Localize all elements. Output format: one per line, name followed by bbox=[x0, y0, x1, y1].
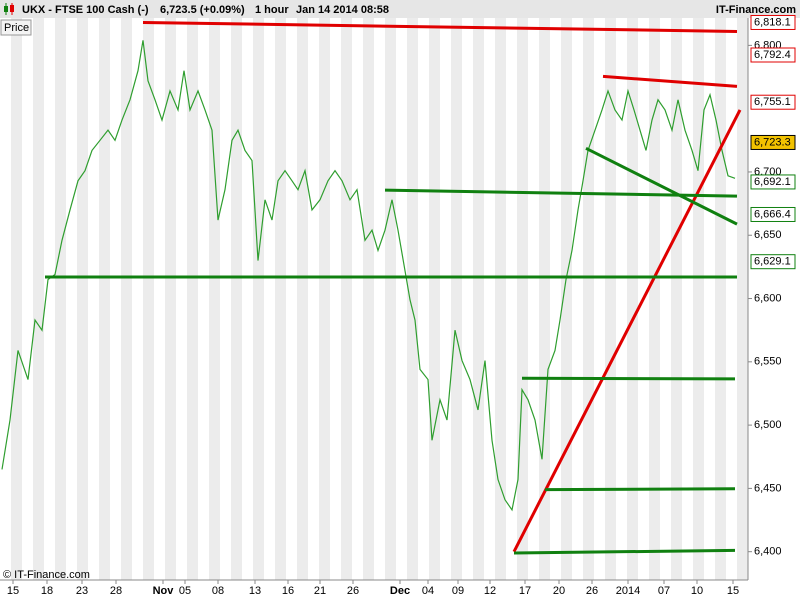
price-label-box bbox=[750, 206, 796, 222]
panel-label-box bbox=[0, 19, 32, 36]
x-tick-label: 07 bbox=[658, 585, 670, 597]
price-label: 6,723.3 bbox=[754, 136, 791, 148]
x-tick-label: 08 bbox=[212, 585, 224, 597]
copyright: © IT-Finance.com bbox=[3, 569, 90, 581]
price-label-box bbox=[750, 174, 796, 190]
x-tick-label: 20 bbox=[553, 585, 565, 597]
price-label-box bbox=[750, 254, 796, 270]
x-tick-label: 15 bbox=[7, 585, 19, 597]
trend-line bbox=[585, 146, 738, 226]
x-tick-label: 13 bbox=[249, 585, 261, 597]
last-price: 6,723.5 (+0.09%) bbox=[160, 4, 245, 16]
trend-line bbox=[142, 20, 738, 33]
x-tick-label: Nov bbox=[153, 585, 175, 597]
price-label: 6,818.1 bbox=[754, 16, 791, 28]
x-tick-label: 18 bbox=[41, 585, 53, 597]
x-tick-label: Dec bbox=[390, 585, 410, 597]
x-tick-label: 16 bbox=[282, 585, 294, 597]
app-icon bbox=[4, 3, 14, 15]
x-tick-label: 26 bbox=[586, 585, 598, 597]
trend-line bbox=[512, 109, 742, 553]
x-tick-label: 09 bbox=[452, 585, 464, 597]
price-label: 6,792.4 bbox=[754, 49, 791, 61]
x-tick-label: 17 bbox=[519, 585, 531, 597]
y-tick-label: 6,400 bbox=[754, 546, 782, 558]
trend-line bbox=[513, 548, 736, 555]
price-label: 6,629.1 bbox=[754, 256, 791, 268]
x-tick-label: 12 bbox=[484, 585, 496, 597]
panel-label: Price bbox=[4, 22, 29, 34]
y-tick-label: 6,600 bbox=[754, 292, 782, 304]
price-label: 6,755.1 bbox=[754, 96, 791, 108]
instrument-title: UKX - FTSE 100 Cash (-) bbox=[22, 4, 149, 16]
x-tick-label: 21 bbox=[314, 585, 326, 597]
x-tick-label: 04 bbox=[422, 585, 434, 597]
timeframe: 1 hour bbox=[255, 4, 289, 16]
x-tick-label: 05 bbox=[179, 585, 191, 597]
y-tick-label: 6,650 bbox=[754, 229, 782, 241]
trend-line bbox=[521, 376, 736, 381]
y-tick-label: 6,500 bbox=[754, 419, 782, 431]
price-label: 6,666.4 bbox=[754, 208, 791, 220]
x-tick-label: 15 bbox=[727, 585, 739, 597]
price-label-box bbox=[750, 14, 796, 30]
brand: IT-Finance.com bbox=[716, 4, 796, 16]
price-line bbox=[1, 40, 736, 512]
price-label-box bbox=[750, 94, 796, 110]
datetime: Jan 14 2014 08:58 bbox=[296, 4, 389, 16]
price-label-box bbox=[750, 134, 796, 150]
price-label: 6,692.1 bbox=[754, 176, 791, 188]
x-tick-label: 2014 bbox=[616, 585, 640, 597]
header-bar bbox=[0, 0, 800, 18]
day-stripes bbox=[0, 18, 748, 580]
x-tick-label: 28 bbox=[110, 585, 122, 597]
x-tick-label: 23 bbox=[76, 585, 88, 597]
y-tick-label: 6,550 bbox=[754, 356, 782, 368]
price-label-box bbox=[750, 47, 796, 63]
trend-line bbox=[602, 74, 738, 88]
y-tick-label: 6,450 bbox=[754, 482, 782, 494]
x-tick-label: 10 bbox=[691, 585, 703, 597]
trend-line bbox=[544, 487, 736, 492]
x-tick-label: 26 bbox=[347, 585, 359, 597]
